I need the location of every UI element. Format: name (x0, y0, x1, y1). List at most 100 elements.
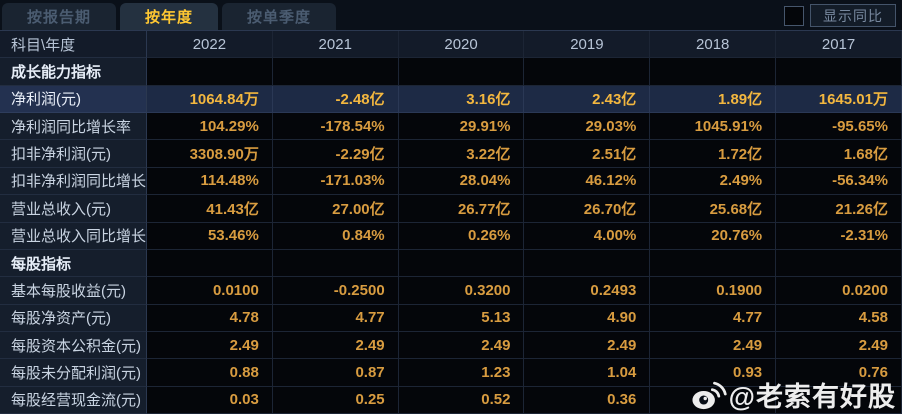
cell-value: 4.90 (524, 304, 651, 332)
row-label: 净利润同比增长率 (0, 113, 147, 141)
cell-value: 0.88 (147, 359, 273, 387)
financial-table: 科目\年度 2022 2021 2020 2019 2018 2017 成长能力指标 净利润(元… (0, 30, 902, 414)
cell-value: 3.16亿 (398, 85, 525, 114)
cell-value: 1064.84万 (147, 85, 273, 114)
row-label: 每股指标 (0, 249, 147, 278)
cell-value: 0.36 (524, 386, 651, 414)
table-row[interactable]: 每股经营现金流(元) 0.03 0.25 0.52 0.36 (0, 386, 902, 414)
cell-value: 2.51亿 (524, 140, 651, 168)
cell-value: 0.3200 (398, 277, 525, 305)
cell-value: 2.49 (147, 331, 273, 360)
cell-value (147, 249, 273, 278)
row-label: 净利润(元) (0, 85, 147, 114)
cell-value: 4.77 (650, 304, 777, 332)
tab-by-report-period[interactable]: 按报告期 (2, 3, 117, 30)
cell-value: 0.0100 (147, 277, 273, 305)
year-header-2020[interactable]: 2020 (398, 31, 525, 59)
cell-value: 1645.01万 (776, 85, 902, 114)
table-row[interactable]: 每股净资产(元) 4.78 4.77 5.13 4.90 4.77 4.58 (0, 304, 902, 332)
table-row[interactable]: 扣非净利润同比增长率 114.48% -171.03% 28.04% 46.12% 2.4… (0, 167, 902, 196)
cell-value: 0.25 (272, 386, 399, 414)
cell-value (398, 249, 525, 278)
cell-value (776, 249, 902, 278)
table-header-row: 科目\年度 2022 2021 2020 2019 2018 2017 (0, 31, 902, 59)
cell-value: 0.26% (398, 222, 525, 250)
row-label: 每股未分配利润(元) (0, 359, 147, 387)
cell-value: -56.34% (776, 167, 902, 196)
cell-value: 0.1900 (650, 277, 777, 305)
cell-value (776, 386, 902, 414)
cell-value: 2.49 (776, 331, 902, 360)
cell-value (272, 249, 399, 278)
cell-value: 0.84% (272, 222, 399, 250)
section-row: 成长能力指标 (0, 58, 902, 86)
year-header-2017[interactable]: 2017 (776, 31, 902, 59)
cell-value: 0.2493 (524, 277, 651, 305)
cell-value: 0.0200 (776, 277, 902, 305)
cell-value: 21.26亿 (776, 195, 902, 223)
cell-value: 1.04 (524, 359, 651, 387)
cell-value (272, 58, 399, 86)
tab-by-single-quarter[interactable]: 按单季度 (222, 3, 337, 30)
cell-value: 53.46% (147, 222, 273, 250)
cell-value: 0.76 (776, 359, 902, 387)
tab-by-year[interactable]: 按年度 (120, 3, 219, 30)
cell-value (650, 249, 777, 278)
cell-value: 4.77 (272, 304, 399, 332)
table-row[interactable]: 扣非净利润(元) 3308.90万 -2.29亿 3.22亿 2.51亿 1.72亿 1.6… (0, 140, 902, 168)
period-tabbar: 按报告期 按年度 按单季度 显示同比 (0, 0, 902, 30)
year-header-2018[interactable]: 2018 (650, 31, 777, 59)
cell-value: 29.91% (398, 113, 525, 141)
cell-value (147, 58, 273, 86)
section-row: 每股指标 (0, 249, 902, 278)
cell-value: -0.2500 (272, 277, 399, 305)
year-header-2022[interactable]: 2022 (147, 31, 273, 59)
cell-value: -2.48亿 (272, 85, 399, 114)
year-header-2019[interactable]: 2019 (524, 31, 651, 59)
cell-value: 3.22亿 (398, 140, 525, 168)
cell-value: 0.87 (272, 359, 399, 387)
table-row[interactable]: 每股资本公积金(元) 2.49 2.49 2.49 2.49 2.49 2.49 (0, 331, 902, 360)
show-yoy-button[interactable]: 显示同比 (810, 4, 896, 27)
row-label: 每股经营现金流(元) (0, 386, 147, 414)
cell-value (524, 249, 651, 278)
row-label: 每股资本公积金(元) (0, 331, 147, 360)
cell-value: 4.00% (524, 222, 651, 250)
cell-value: 5.13 (398, 304, 525, 332)
cell-value: 26.77亿 (398, 195, 525, 223)
cell-value: 0.52 (398, 386, 525, 414)
cell-value (650, 58, 777, 86)
corner-header-cell: 科目\年度 (0, 31, 147, 59)
table-row[interactable]: 净利润(元) 1064.84万 -2.48亿 3.16亿 2.43亿 1.89亿 1645.… (0, 85, 902, 114)
table-row[interactable]: 营业总收入(元) 41.43亿 27.00亿 26.77亿 26.70亿 25.68亿 21… (0, 195, 902, 223)
cell-value: 3308.90万 (147, 140, 273, 168)
cell-value (650, 386, 777, 414)
cell-value: 29.03% (524, 113, 651, 141)
cell-value: 2.49 (524, 331, 651, 360)
table-row[interactable]: 净利润同比增长率 104.29% -178.54% 29.91% 29.03% 1045.… (0, 113, 902, 141)
cell-value: 1.89亿 (650, 85, 777, 114)
table-row[interactable]: 营业总收入同比增长率 53.46% 0.84% 0.26% 4.00% 20.76% -2.… (0, 222, 902, 250)
row-label: 基本每股收益(元) (0, 277, 147, 305)
show-yoy-checkbox[interactable] (784, 6, 804, 26)
cell-value: -178.54% (272, 113, 399, 141)
cell-value: 1045.91% (650, 113, 777, 141)
table-row[interactable]: 每股未分配利润(元) 0.88 0.87 1.23 1.04 0.93 0.76 (0, 359, 902, 387)
year-header-2021[interactable]: 2021 (272, 31, 399, 59)
cell-value: 27.00亿 (272, 195, 399, 223)
cell-value: -2.31% (776, 222, 902, 250)
cell-value: 25.68亿 (650, 195, 777, 223)
cell-value: -171.03% (272, 167, 399, 196)
cell-value: 2.49 (272, 331, 399, 360)
cell-value: 1.68亿 (776, 140, 902, 168)
cell-value: 114.48% (147, 167, 273, 196)
cell-value (398, 58, 525, 86)
table-row[interactable]: 基本每股收益(元) 0.0100 -0.2500 0.3200 0.2493 0.1900… (0, 277, 902, 305)
row-label: 每股净资产(元) (0, 304, 147, 332)
cell-value: 2.49 (398, 331, 525, 360)
cell-value: 1.23 (398, 359, 525, 387)
cell-value: 46.12% (524, 167, 651, 196)
cell-value: 4.78 (147, 304, 273, 332)
cell-value: 28.04% (398, 167, 525, 196)
